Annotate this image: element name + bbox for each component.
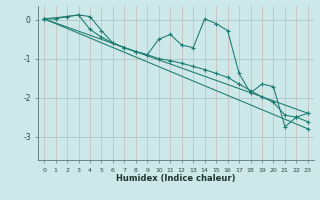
X-axis label: Humidex (Indice chaleur): Humidex (Indice chaleur) <box>116 174 236 183</box>
